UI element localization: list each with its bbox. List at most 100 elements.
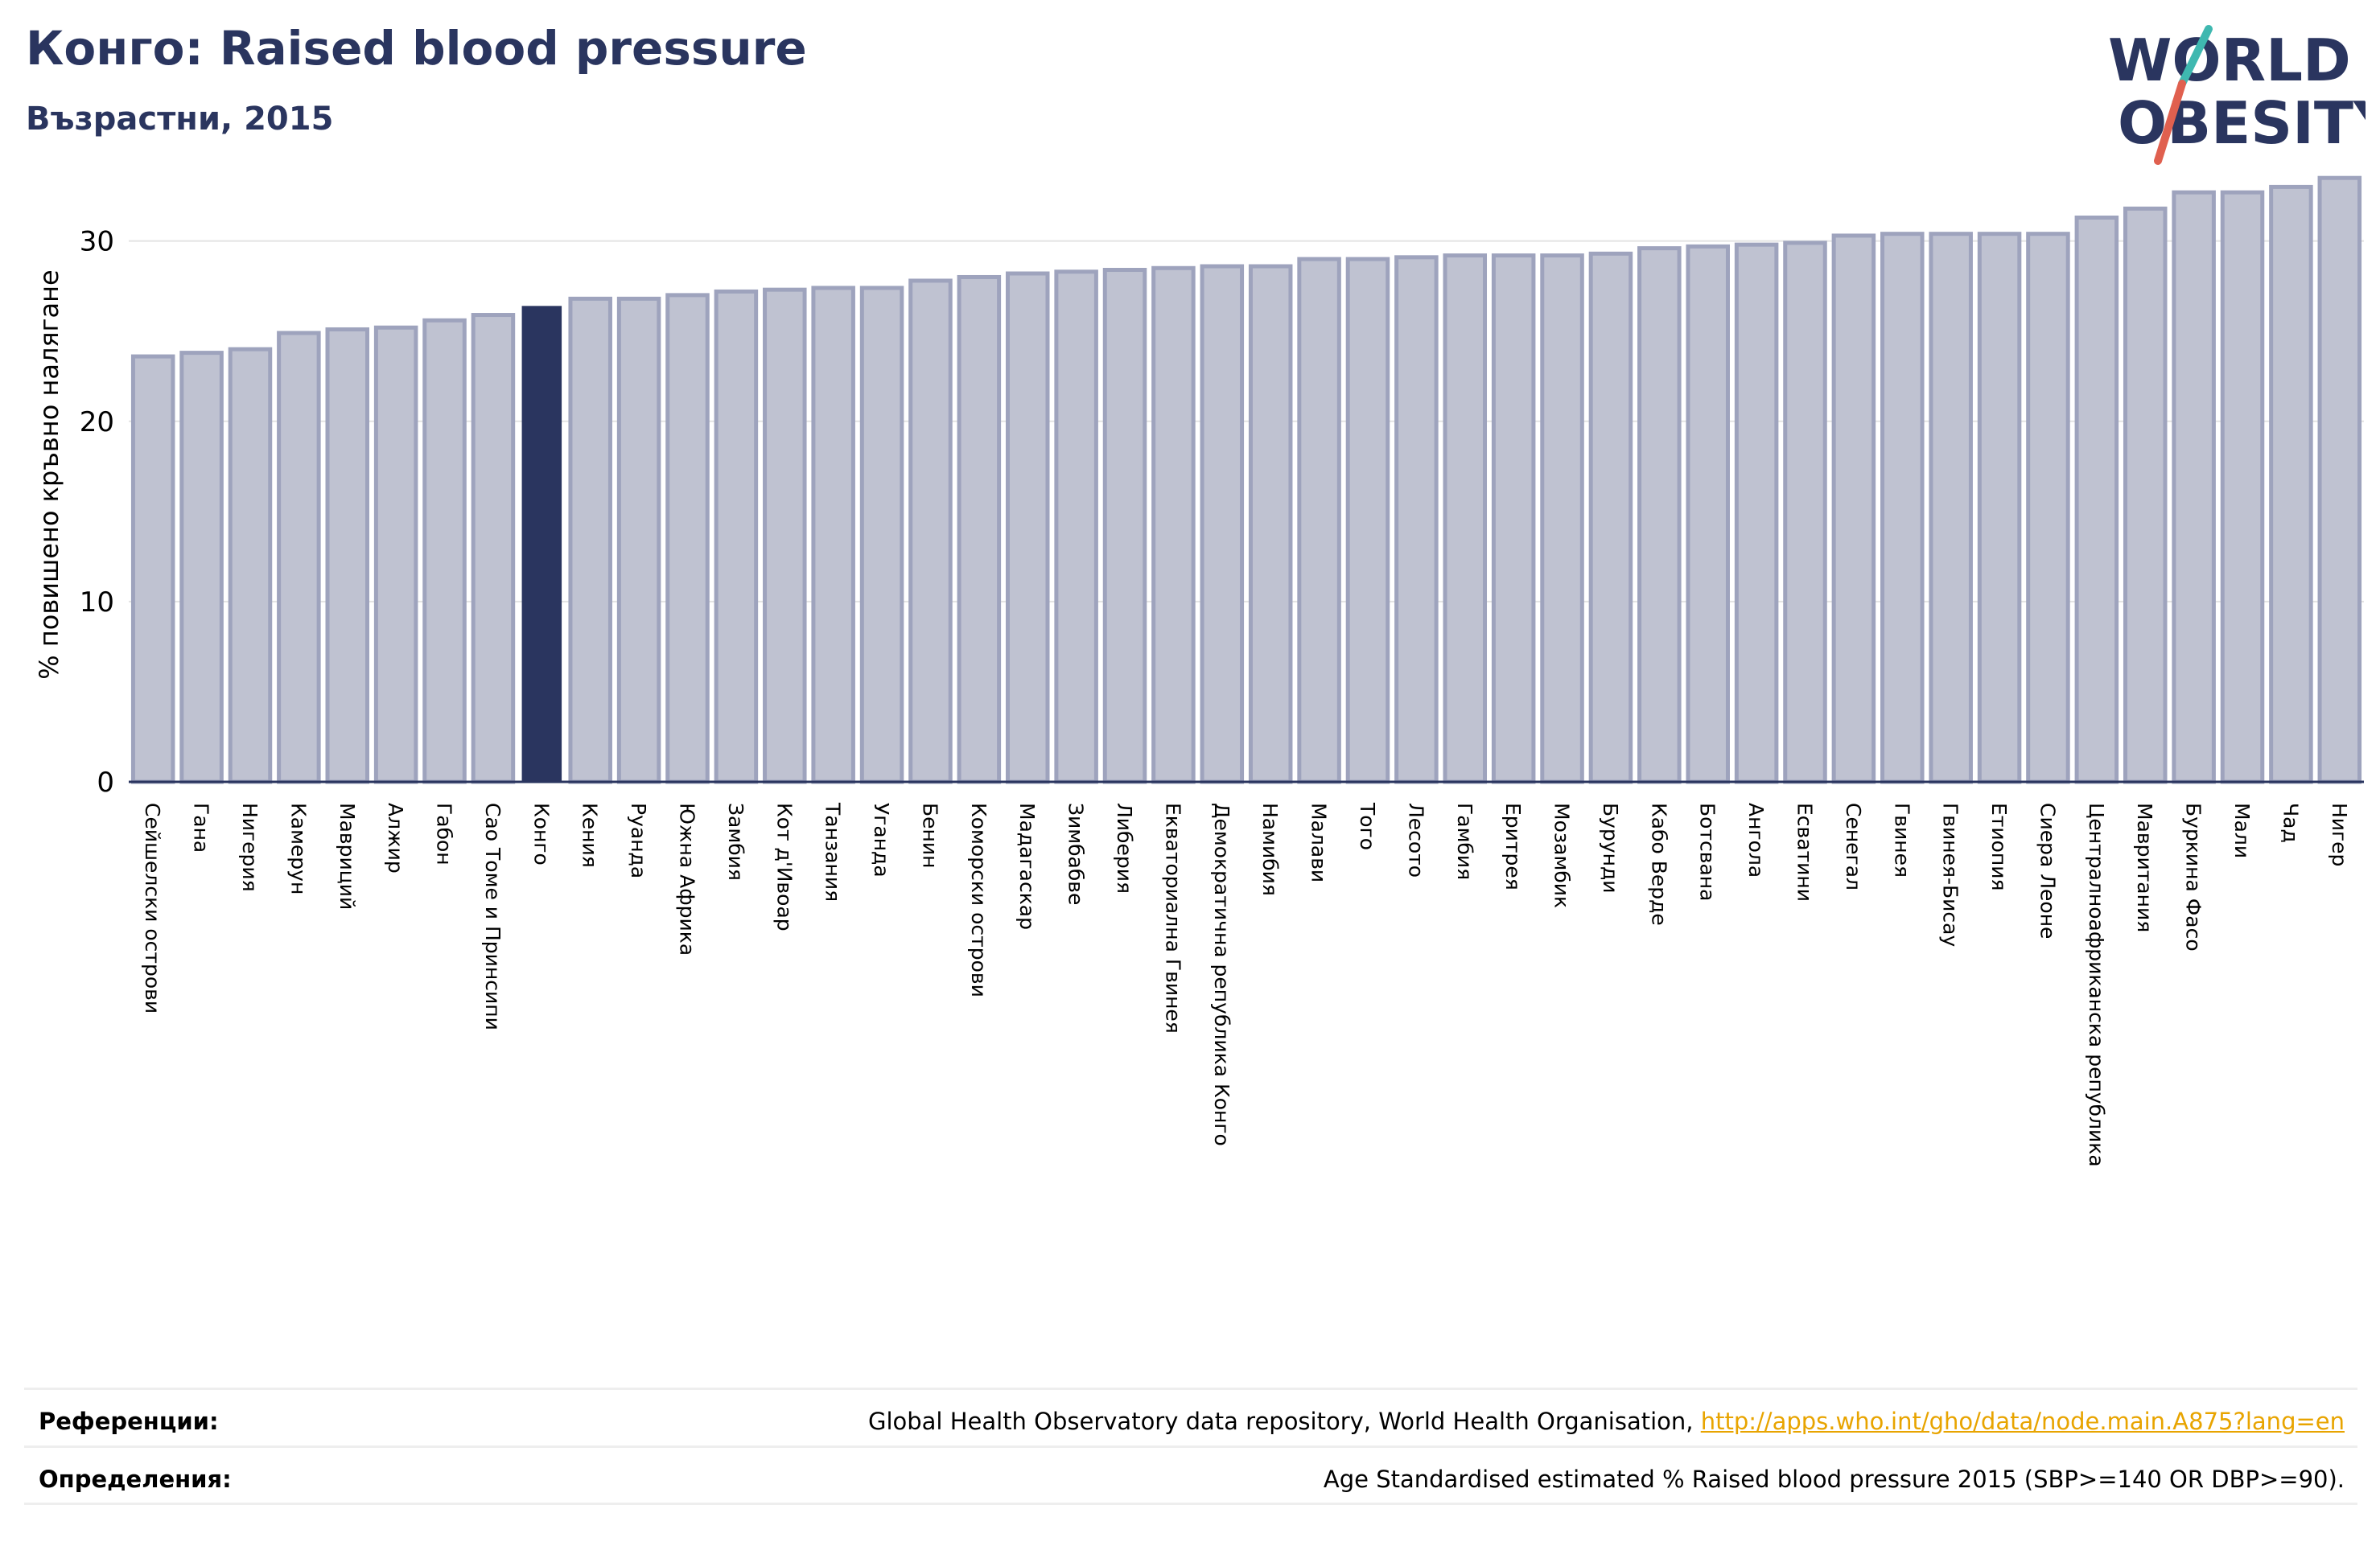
logo-slash-coral-icon bbox=[2154, 80, 2186, 165]
x-tick-label: Гана bbox=[190, 803, 213, 853]
bar bbox=[1200, 264, 1245, 784]
x-tick-label: Мавриций bbox=[336, 803, 359, 910]
bar bbox=[616, 296, 661, 784]
chart-subtitle: Възрастни, 2015 bbox=[26, 101, 334, 138]
footer-divider-top bbox=[24, 1388, 2357, 1390]
bar bbox=[1151, 265, 1196, 784]
x-tick-label: Есватини bbox=[1793, 803, 1817, 902]
x-tick-label: Ботсвана bbox=[1696, 803, 1719, 901]
logo-word-world: WORLD bbox=[2108, 27, 2351, 94]
x-tick-label: Мадагаскар bbox=[1015, 803, 1039, 930]
y-tick-label: 10 bbox=[80, 586, 114, 619]
bar bbox=[763, 287, 807, 784]
bar bbox=[130, 354, 175, 784]
bar bbox=[1491, 253, 1536, 784]
bar bbox=[1297, 257, 1341, 784]
x-tick-label: Кот д'Ивоар bbox=[772, 803, 796, 931]
bar bbox=[1977, 232, 2022, 784]
footer-divider-bottom bbox=[24, 1503, 2357, 1505]
x-tick-label: Гвинея bbox=[1890, 803, 1913, 878]
y-tick-label: 20 bbox=[80, 406, 114, 438]
x-tick-label: Зимбабве bbox=[1064, 803, 1088, 905]
y-tick-label: 0 bbox=[97, 767, 114, 799]
bar bbox=[1686, 244, 1730, 784]
bar-highlighted bbox=[521, 306, 562, 782]
bar bbox=[2220, 190, 2265, 784]
bar bbox=[1248, 264, 1293, 784]
bar bbox=[665, 293, 710, 784]
x-tick-label: Намибия bbox=[1258, 803, 1282, 896]
x-tick-label: Гвинея-Бисау bbox=[1939, 803, 1962, 947]
x-tick-label: Централноафриканска република bbox=[2085, 803, 2108, 1167]
x-tick-label: Гамбия bbox=[1453, 803, 1476, 880]
chart-title: Конго: Raised blood pressure bbox=[26, 21, 807, 76]
axis-layer: 0 10 20 30 Сейшелски острови Гана Нигерия Камер… bbox=[80, 226, 2364, 1167]
x-tick-label: Сиера Леоне bbox=[2036, 803, 2059, 939]
bar bbox=[811, 286, 855, 784]
bar bbox=[277, 331, 321, 784]
bar bbox=[2074, 216, 2119, 784]
x-tick-label: Демократична република Конго bbox=[1210, 803, 1233, 1146]
definitions-row: Определения: Age Standardised estimated … bbox=[24, 1449, 2357, 1506]
x-tick-label: Етиопия bbox=[1987, 803, 2011, 891]
bar bbox=[1394, 255, 1439, 784]
x-tick-label: Замбия bbox=[724, 803, 747, 881]
x-tick-label: Буркина Фасо bbox=[2182, 803, 2205, 952]
bar bbox=[859, 286, 904, 784]
x-tick-label: Бенин bbox=[918, 803, 941, 868]
bar bbox=[422, 318, 467, 784]
bar bbox=[1345, 257, 1390, 784]
bar bbox=[2123, 206, 2168, 784]
bar bbox=[1054, 269, 1098, 784]
bar bbox=[1734, 242, 1779, 784]
x-tick-label: Сенегал bbox=[1842, 803, 1865, 890]
x-tick-label: Конго bbox=[529, 803, 553, 866]
x-tick-label: Чад bbox=[2279, 803, 2302, 843]
x-tick-label: Того bbox=[1356, 802, 1379, 850]
bar bbox=[1637, 246, 1682, 784]
bar bbox=[179, 351, 224, 784]
x-tick-label: Либерия bbox=[1113, 803, 1136, 894]
x-tick-label: Екваториална Гвинея bbox=[1161, 803, 1184, 1034]
bar bbox=[1783, 241, 1827, 784]
bar bbox=[714, 289, 759, 784]
bar bbox=[908, 278, 953, 784]
x-tick-label: Сейшелски острови bbox=[141, 803, 164, 1014]
x-tick-label: Камерун bbox=[286, 803, 310, 894]
bar bbox=[2172, 190, 2216, 784]
bar bbox=[1880, 232, 1925, 784]
x-tick-label: Малави bbox=[1307, 803, 1331, 882]
bar bbox=[568, 296, 612, 784]
bar bbox=[1540, 253, 1584, 784]
x-tick-label: Мали bbox=[2230, 803, 2254, 858]
x-tick-label: Кения bbox=[579, 803, 602, 868]
bar bbox=[1443, 253, 1488, 784]
bar bbox=[373, 325, 418, 784]
bar-chart: 0 10 20 30 Сейшелски острови Гана Нигерия Камер… bbox=[34, 175, 2364, 1167]
bar bbox=[957, 274, 1002, 784]
bar-layer bbox=[130, 175, 2362, 784]
x-tick-label: Мозамбик bbox=[1550, 803, 1574, 908]
references-value: Global Health Observatory data repositor… bbox=[868, 1408, 2345, 1435]
x-tick-label: Руанда bbox=[627, 803, 650, 878]
x-tick-label: Кабо Верде bbox=[1647, 803, 1670, 926]
x-tick-label: Уганда bbox=[870, 803, 893, 878]
definitions-text: Age Standardised estimated % Raised bloo… bbox=[1323, 1466, 2345, 1493]
definitions-label: Определения: bbox=[39, 1466, 232, 1493]
bar bbox=[1588, 251, 1633, 784]
x-tick-label: Еритрея bbox=[1501, 803, 1525, 890]
x-tick-label: Сао Томе и Принсипи bbox=[481, 803, 504, 1030]
bar bbox=[1831, 233, 1876, 784]
references-link[interactable]: http://apps.who.int/gho/data/node.main.A… bbox=[1700, 1408, 2345, 1435]
world-obesity-logo: WORLD OBESITY bbox=[2108, 25, 2366, 165]
x-tick-label: Габон bbox=[433, 803, 456, 866]
bar bbox=[228, 347, 273, 784]
bar bbox=[2317, 175, 2362, 784]
logo-slash-teal-icon bbox=[2178, 25, 2213, 88]
bar bbox=[471, 313, 516, 784]
bar bbox=[1929, 232, 1973, 784]
x-tick-label: Танзания bbox=[821, 802, 845, 902]
y-tick-label: 30 bbox=[80, 226, 114, 258]
x-tick-label: Бурунди bbox=[1599, 803, 1622, 894]
references-text: Global Health Observatory data repositor… bbox=[867, 1408, 1701, 1435]
